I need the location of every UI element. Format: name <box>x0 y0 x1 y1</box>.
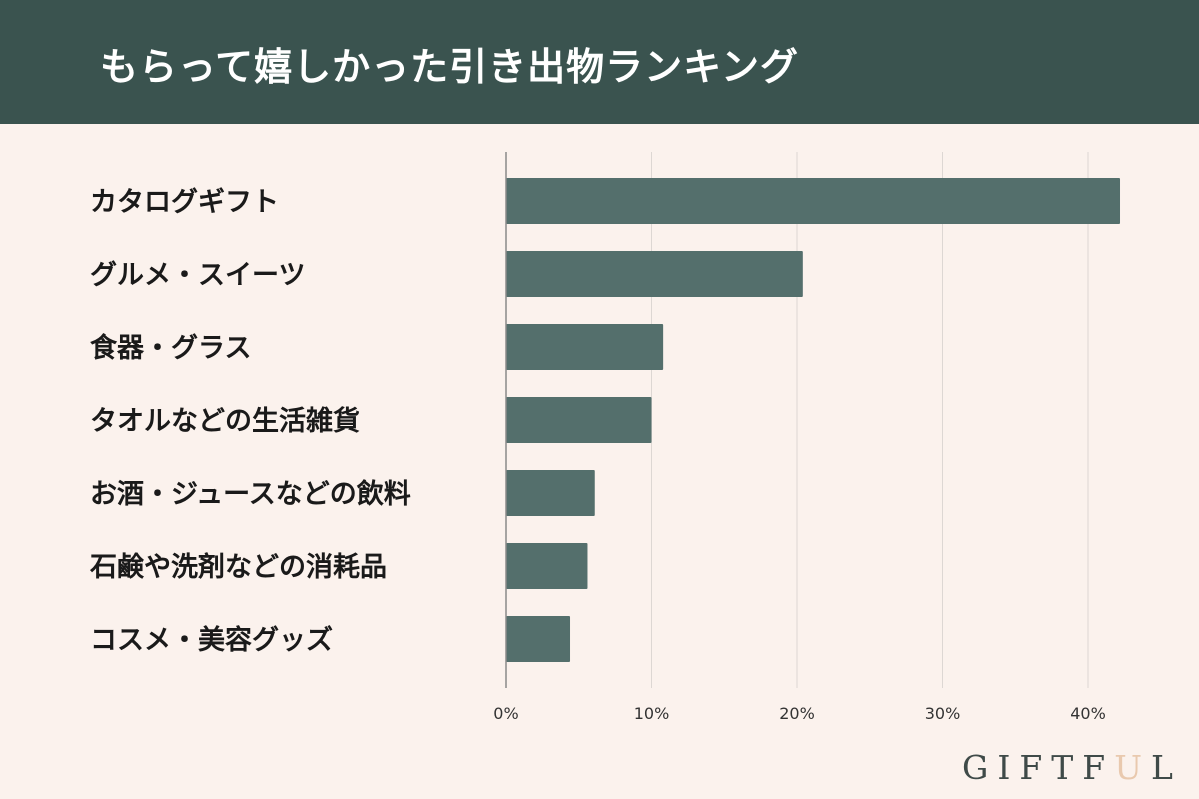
category-label-1: カタログギフト <box>90 186 279 218</box>
tick-label-20: 20% <box>779 704 815 723</box>
category-label-4: タオルなどの生活雑貨 <box>90 405 360 437</box>
category-label-2: グルメ・スイーツ <box>90 259 305 291</box>
category-label-5: お酒・ジュースなどの飲料 <box>90 478 411 510</box>
category-label-6: 石鹸や洗剤などの消耗品 <box>89 551 387 583</box>
bar-6 <box>506 543 588 589</box>
category-label-7: コスメ・美容グッズ <box>90 624 333 656</box>
tick-label-30: 30% <box>925 704 961 723</box>
tick-label-0: 0% <box>493 704 518 723</box>
logo-text-end: L <box>1151 748 1182 787</box>
logo-text-start: GIFTF <box>962 748 1115 787</box>
page-title: もらって嬉しかった引き出物ランキング <box>100 45 799 89</box>
bar-4 <box>506 397 652 443</box>
bar-5 <box>506 470 595 516</box>
bar-2 <box>506 251 803 297</box>
header-bar: もらって嬉しかった引き出物ランキング <box>0 0 1199 124</box>
tick-label-10: 10% <box>634 704 670 723</box>
bar-7 <box>506 616 571 662</box>
giftful-logo: GIFTFUL <box>962 748 1182 787</box>
bar-3 <box>506 324 664 370</box>
category-label-3: 食器・グラス <box>90 332 251 364</box>
logo-text-accent: U <box>1114 748 1152 787</box>
bar-1 <box>506 178 1121 224</box>
tick-label-40: 40% <box>1070 704 1106 723</box>
